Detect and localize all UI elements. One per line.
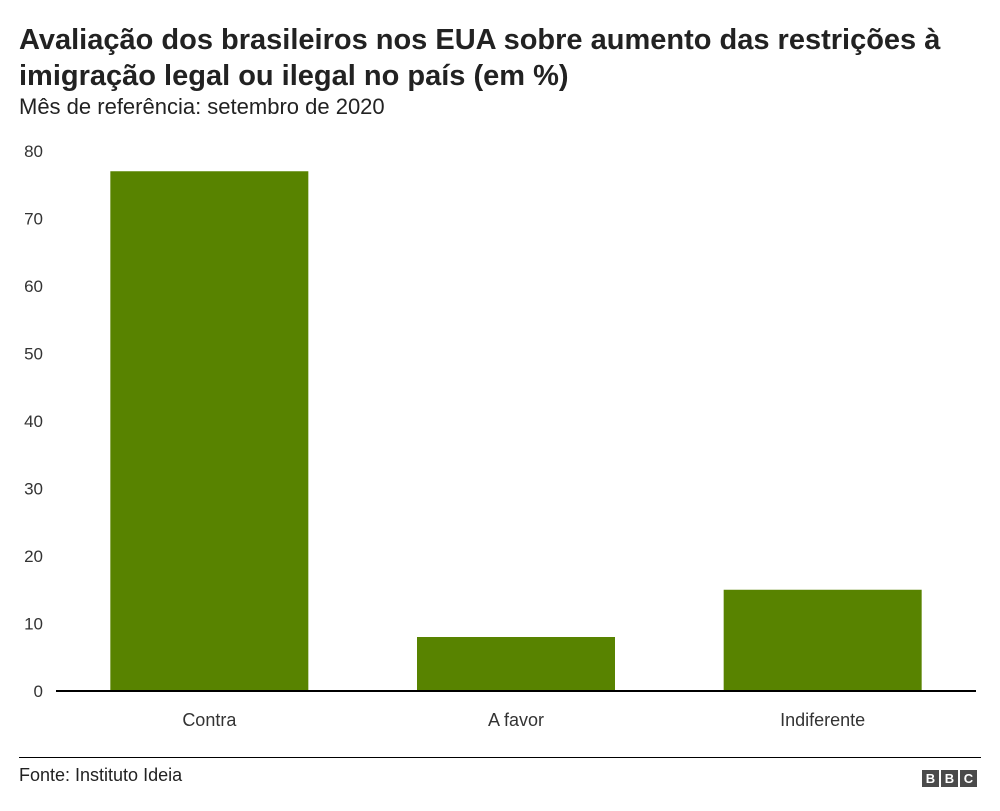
- y-tick-label: 20: [24, 547, 43, 566]
- bbc-logo-letter-2: B: [941, 770, 958, 787]
- y-tick-label: 0: [34, 682, 43, 701]
- y-tick-label: 60: [24, 277, 43, 296]
- bar-a-favor: [417, 637, 615, 691]
- chart-title: Avaliação dos brasileiros nos EUA sobre …: [19, 24, 941, 92]
- y-tick-label: 70: [24, 210, 43, 229]
- bbc-logo-letter-3: C: [960, 770, 977, 787]
- y-tick-label: 40: [24, 412, 43, 431]
- x-category-label: Indiferente: [780, 710, 865, 730]
- y-axis-ticks: 0 10 20 30 40 50 60 70 80: [24, 142, 43, 701]
- footer-divider: [19, 757, 981, 758]
- bbc-logo-letter-1: B: [922, 770, 939, 787]
- chart-subtitle: Mês de referência: setembro de 2020: [19, 94, 385, 119]
- bar-group: [110, 171, 922, 691]
- x-category-label: Contra: [182, 710, 237, 730]
- y-tick-label: 50: [24, 345, 43, 364]
- bbc-logo: B B C: [922, 770, 977, 787]
- y-tick-label: 80: [24, 142, 43, 161]
- bar-indiferente: [723, 589, 922, 691]
- y-tick-label: 30: [24, 480, 43, 499]
- y-tick-label: 10: [24, 615, 43, 634]
- bar-contra: [110, 171, 309, 691]
- x-axis-labels: Contra A favor Indiferente: [182, 710, 865, 730]
- x-category-label: A favor: [488, 710, 544, 730]
- source-note: Fonte: Instituto Ideia: [19, 765, 183, 785]
